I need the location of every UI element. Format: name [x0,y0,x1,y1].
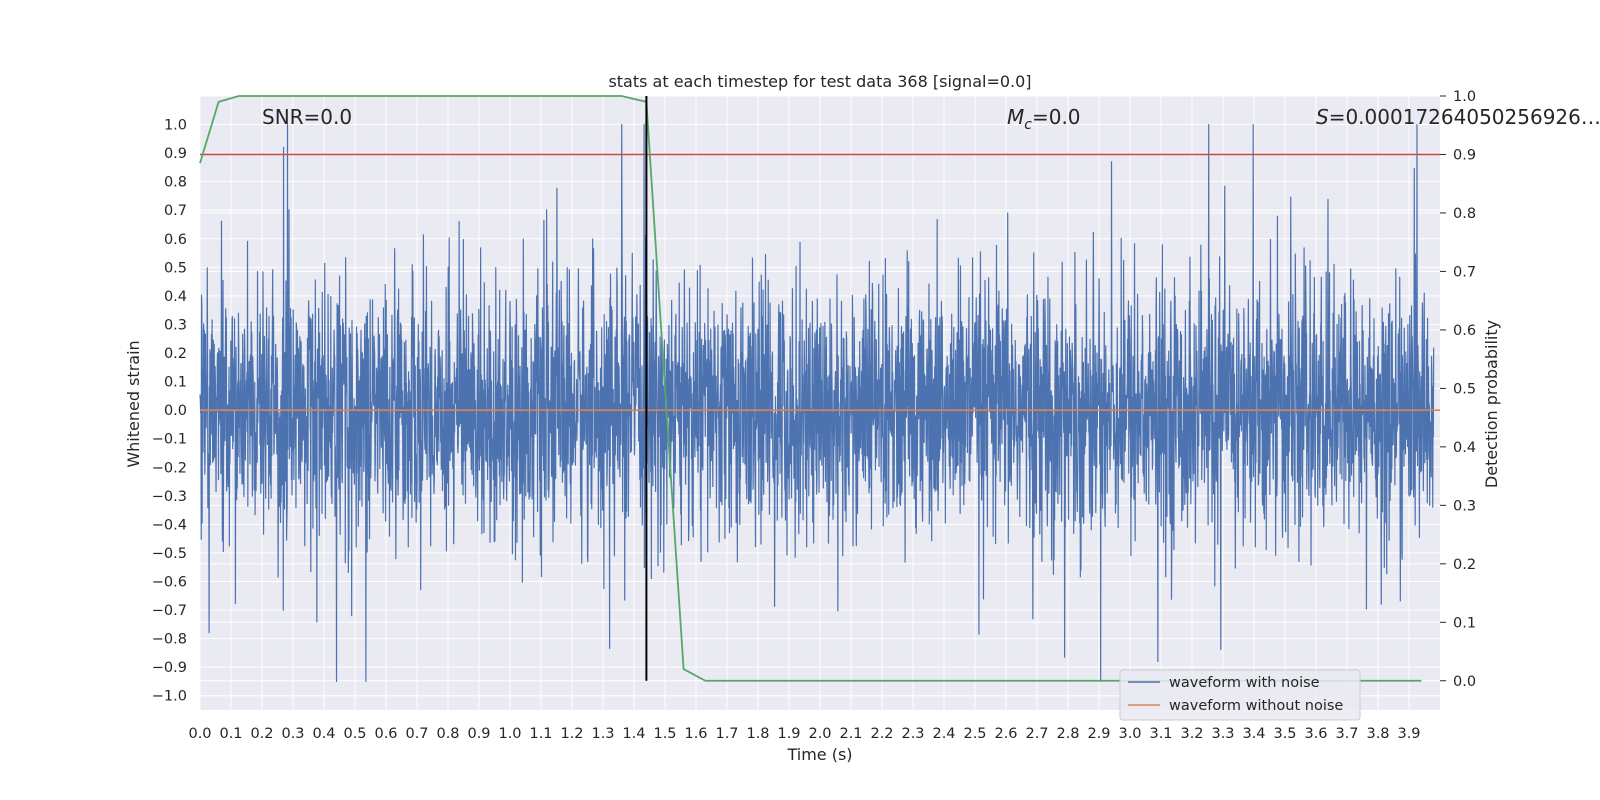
detection-probability-line [199,95,1422,682]
x-tick-label: 1.7 [715,726,738,742]
x-tick-label: 2.1 [839,726,862,742]
x-tick-label: 0.9 [467,726,490,742]
x-tick-label: 0.3 [281,726,304,742]
y-tick-label: −0.3 [152,489,187,505]
y-tick-label: 0.4 [164,289,187,305]
x-tick-label: 3.9 [1397,726,1420,742]
y-tick-label: 0.0 [164,403,187,419]
x-ticks: 0.0 0.1 0.2 0.3 0.4 0.5 0.6 0.7 0.8 0.9 1.0 1.1 1.2 1… [188,726,1420,742]
y-tick-label: 0.8 [164,175,187,191]
y2-tick-label: 0.4 [1453,440,1476,456]
y-tick-label: 0.7 [164,203,187,219]
x-tick-label: 0.5 [343,726,366,742]
x-tick-label: 0.6 [374,726,397,742]
x-tick-label: 3.4 [1242,726,1265,742]
x-tick-label: 0.4 [312,726,335,742]
y2-axis-label: Detection probability [1482,320,1501,488]
y2-tick-label: 0.8 [1453,206,1476,222]
y-tick-label: −0.2 [152,460,187,476]
s-symbol: S [1316,105,1329,129]
x-tick-label: 0.7 [405,726,428,742]
mc-value: =0.0 [1032,105,1081,129]
x-tick-label: 3.0 [1118,726,1141,742]
x-tick-label: 1.2 [560,726,583,742]
y-tick-label: 1.0 [164,118,187,134]
y2-tick-label: 0.6 [1453,323,1476,339]
x-tick-label: 3.3 [1211,726,1234,742]
x-tick-label: 1.3 [591,726,614,742]
y2-tick-label: 0.5 [1453,381,1476,397]
x-tick-label: 1.0 [498,726,521,742]
x-tick-label: 2.9 [1087,726,1110,742]
x-tick-label: 0.0 [188,726,211,742]
y-tick-label: −0.7 [152,603,187,619]
x-tick-label: 2.0 [808,726,831,742]
mc-subscript: c [1024,117,1032,133]
y-tick-label: 0.2 [164,346,187,362]
y-ticks: 1.0 0.9 0.8 0.7 0.6 0.5 0.4 0.3 0.2 0.1 0.0 −0.1 −0.… [152,118,187,705]
y-tick-label: −0.9 [152,660,187,676]
y2-tick-label: 0.0 [1453,674,1476,690]
y-tick-label: −0.5 [152,546,187,562]
x-tick-label: 2.7 [1025,726,1048,742]
x-tick-label: 0.8 [436,726,459,742]
mc-symbol: M [1007,105,1024,129]
y-tick-label: −0.8 [152,632,187,648]
x-tick-label: 0.1 [219,726,242,742]
legend-label-clean: waveform without noise [1169,698,1343,714]
x-axis-label: Time (s) [786,745,852,764]
x-tick-label: 3.2 [1180,726,1203,742]
x-tick-label: 2.4 [932,726,955,742]
y-tick-label: −0.6 [152,574,187,590]
y-tick-label: −0.1 [152,432,187,448]
y-tick-label: 0.9 [164,146,187,162]
x-tick-label: 1.9 [777,726,800,742]
y-tick-label: 0.6 [164,232,187,248]
x-tick-label: 3.8 [1366,726,1389,742]
x-tick-label: 3.1 [1149,726,1172,742]
y2-tick-label: 0.2 [1453,557,1476,573]
y2-tick-label: 0.3 [1453,498,1476,514]
x-tick-label: 0.2 [250,726,273,742]
x-tick-label: 1.1 [529,726,552,742]
s-value: =0.00017264050256926…5 [1329,105,1600,129]
snr-annotation: SNR=0.0 [262,105,352,129]
x-tick-label: 2.6 [994,726,1017,742]
x-tick-label: 2.2 [870,726,893,742]
legend-label-noise: waveform with noise [1169,675,1320,691]
y-tick-label: −1.0 [152,689,187,705]
x-tick-label: 1.8 [746,726,769,742]
x-tick-label: 2.3 [901,726,924,742]
y2-tick-label: 0.1 [1453,615,1476,631]
x-tick-label: 1.5 [653,726,676,742]
x-tick-label: 3.5 [1273,726,1296,742]
x-tick-label: 3.7 [1335,726,1358,742]
x-tick-label: 3.6 [1304,726,1327,742]
mc-annotation: Mc=0.0 [1007,105,1081,133]
y-tick-label: 0.1 [164,375,187,391]
overlay-lines [199,95,1440,682]
x-tick-label: 1.6 [684,726,707,742]
x-tick-label: 2.8 [1056,726,1079,742]
y2-tick-label: 0.9 [1453,147,1476,163]
s-annotation: S=0.00017264050256926…5 [1316,105,1600,129]
waveform-with-noise-line [199,123,1435,683]
y2-tick-label: 0.7 [1453,264,1476,280]
legend: waveform with noise waveform without noi… [1119,669,1361,721]
chart-title: stats at each timestep for test data 368… [608,72,1031,91]
x-tick-label: 1.4 [622,726,645,742]
y-tick-label: −0.4 [152,517,187,533]
y2-ticks: 1.0 0.9 0.8 0.7 0.6 0.5 0.4 0.3 0.2 0.1 0.0 [1440,89,1476,690]
y-axis-label: Whitened strain [124,340,143,467]
x-tick-label: 2.5 [963,726,986,742]
waveform-with-noise-series [199,123,1435,683]
y-tick-label: 0.3 [164,317,187,333]
y2-tick-label: 1.0 [1453,89,1476,105]
y-tick-label: 0.5 [164,260,187,276]
legend-box [1119,669,1361,721]
